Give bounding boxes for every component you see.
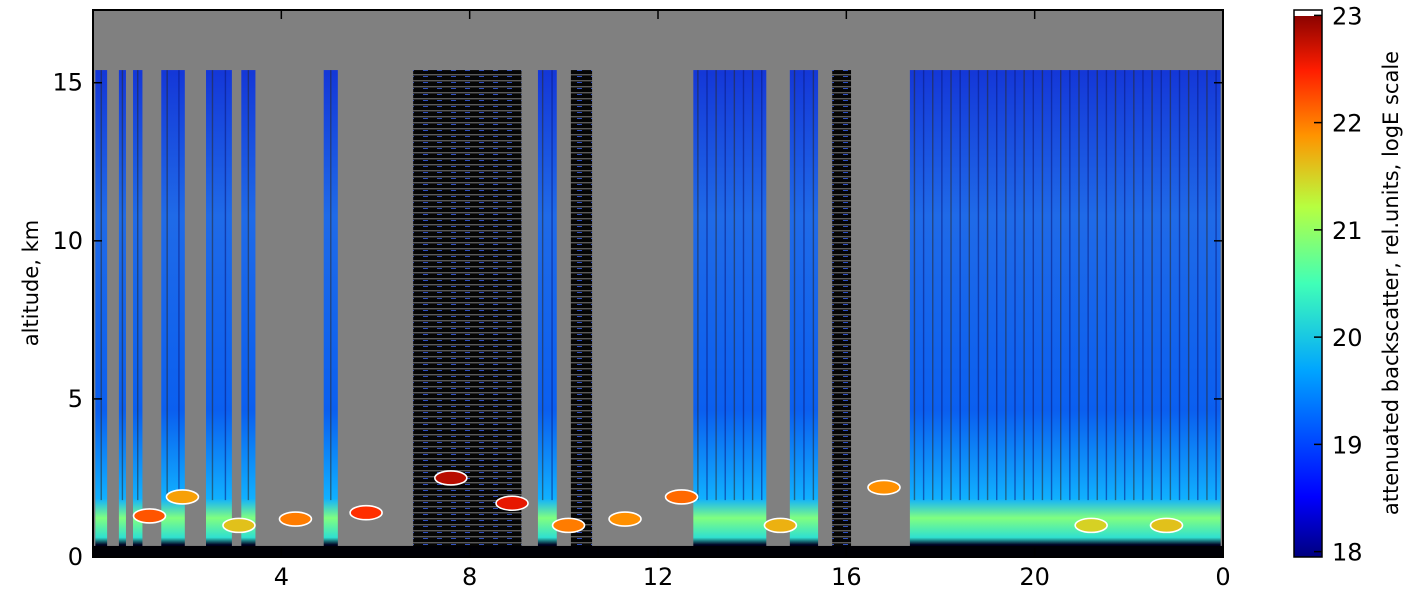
colorbar-axis: 18 19 20 21 22 23 [1314, 2, 1363, 567]
x-tick-label: 0 [1215, 563, 1230, 591]
x-tick-label: 8 [462, 563, 477, 591]
y-tick-label: 10 [52, 227, 83, 255]
colorbar-frame [1293, 9, 1323, 558]
colorbar-title: attenuated backscatter, rel.units, logE … [1379, 51, 1403, 515]
colorbar-tick-label: 23 [1332, 2, 1363, 30]
y-axis-title: altitude, km [19, 220, 43, 347]
cloud-patch [165, 489, 200, 505]
signal-column [161, 70, 185, 557]
x-axis: 4 8 12 16 20 0 [274, 10, 1231, 591]
colorbar-overflow-cap [1294, 10, 1322, 16]
x-tick-label: 12 [643, 563, 674, 591]
signal-column [206, 70, 232, 557]
cloud-patch [132, 508, 167, 524]
y-tick-label: 0 [68, 543, 83, 571]
colorbar-tick-label: 19 [1332, 431, 1363, 459]
y-axis: 0 5 10 15 [52, 69, 1223, 571]
cloud-patch [434, 470, 468, 486]
cloud-patch [763, 517, 798, 534]
plot-area [93, 10, 1223, 557]
cloud-patch [664, 489, 699, 505]
cloud-patch [551, 517, 586, 534]
cloud-patch [349, 504, 383, 521]
cloud-patch [1149, 517, 1184, 534]
x-tick-label: 4 [274, 563, 289, 591]
y-tick-label: 15 [52, 69, 83, 97]
signal-column [537, 70, 557, 557]
x-tick-label: 20 [1019, 563, 1050, 591]
x-tick-label: 16 [831, 563, 862, 591]
cloud-patch [278, 511, 313, 527]
noise-column [832, 70, 852, 557]
signal-column [909, 70, 1221, 557]
cloud-patch [222, 517, 256, 534]
noise-column [570, 70, 593, 557]
colorbar-tick-label: 22 [1332, 110, 1363, 138]
noise-column [413, 70, 522, 557]
colorbar-tick-label: 20 [1332, 324, 1363, 352]
colorbar-tick-label: 21 [1332, 217, 1363, 245]
colorbar [1294, 10, 1322, 557]
y-tick-label: 5 [68, 385, 83, 413]
signal-column [693, 70, 767, 557]
cloud-patch [1074, 517, 1108, 534]
cloud-patch [867, 479, 901, 496]
cloud-patch [495, 495, 529, 512]
colorbar-tick-label: 18 [1332, 539, 1363, 567]
cloud-patch [608, 511, 642, 527]
